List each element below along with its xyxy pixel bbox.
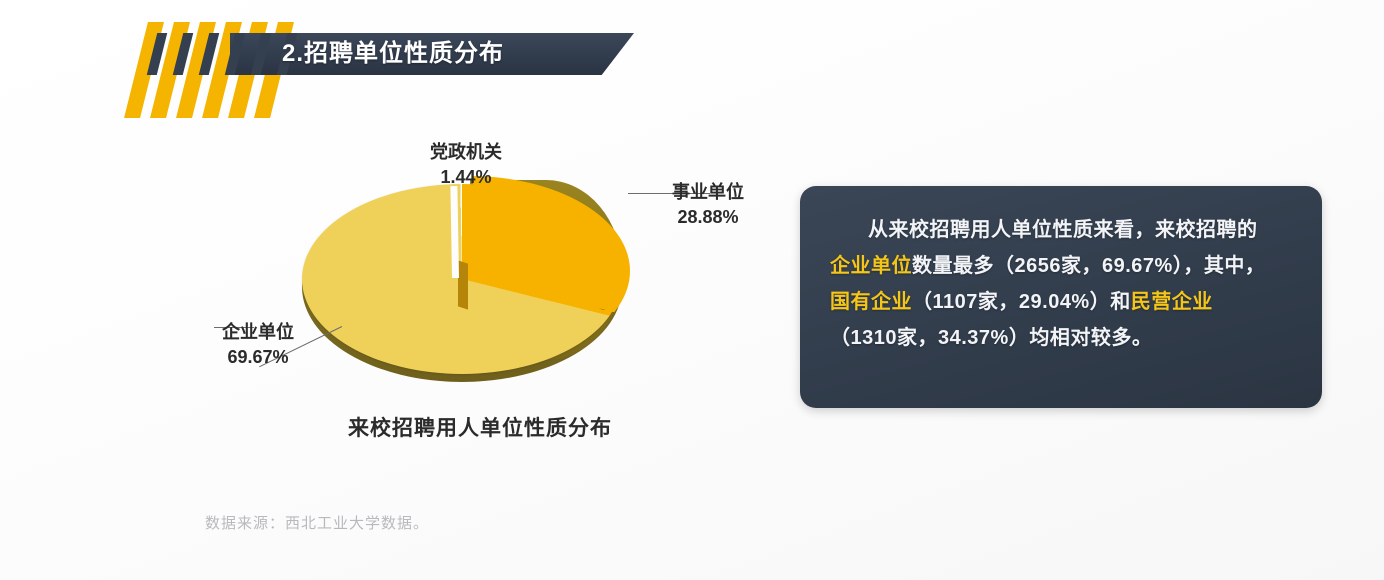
pie-label-institution: 事业单位 28.88%	[648, 180, 768, 230]
summary-line: 企业单位数量最多（2656家，69.67%），其中，	[830, 248, 1292, 284]
summary-text: （1107家，29.04%）和	[912, 291, 1131, 313]
source-note: 数据来源：西北工业大学数据。	[205, 515, 430, 532]
header-banner: 2.招聘单位性质分布	[124, 22, 634, 118]
summary-text: （1310家，34.37%）均相对较多。	[830, 327, 1153, 349]
leader-line-institution	[628, 193, 710, 194]
summary-line: 从来校招聘用人单位性质来看，来校招聘的	[830, 212, 1292, 248]
pie-label-institution-value: 28.88%	[677, 207, 739, 227]
pie-label-institution-name: 事业单位	[672, 182, 744, 202]
pie-label-enterprise-name: 企业单位	[222, 322, 294, 342]
summary-line: （1310家，34.37%）均相对较多。	[830, 320, 1292, 356]
chart-caption: 来校招聘用人单位性质分布	[348, 417, 612, 440]
summary-highlight: 民营企业	[1130, 291, 1213, 313]
pie-label-party-value: 1.44%	[440, 167, 492, 187]
summary-highlight: 国有企业	[830, 291, 912, 313]
pie-slice-institution	[310, 176, 630, 366]
banner-plate	[230, 33, 634, 75]
summary-highlight: 企业单位	[830, 255, 912, 277]
page-title: 2.招聘单位性质分布	[282, 40, 505, 67]
pie-label-party: 党政机关 1.44%	[406, 140, 526, 190]
summary-text: 从来校招聘用人单位性质来看，来校招聘的	[868, 219, 1258, 241]
pie-chart: 党政机关 1.44% 事业单位 28.88% 企业单位 69.67% 来校招聘用…	[190, 130, 770, 460]
summary-card: 从来校招聘用人单位性质来看，来校招聘的企业单位数量最多（2656家，69.67%…	[800, 186, 1322, 408]
slice-edge-institution-inner	[458, 260, 468, 310]
pie-label-enterprise: 企业单位 69.67%	[194, 320, 322, 370]
summary-text: 数量最多（2656家，69.67%），其中，	[912, 255, 1266, 277]
pie-label-enterprise-value: 69.67%	[227, 347, 289, 367]
leader-line-enterprise-flat	[214, 327, 254, 328]
pie-graphic	[302, 170, 632, 400]
stripe-gap-overlay	[134, 33, 306, 75]
summary-line: 国有企业（1107家，29.04%）和民营企业	[830, 284, 1292, 320]
pie-label-party-name: 党政机关	[430, 142, 502, 162]
